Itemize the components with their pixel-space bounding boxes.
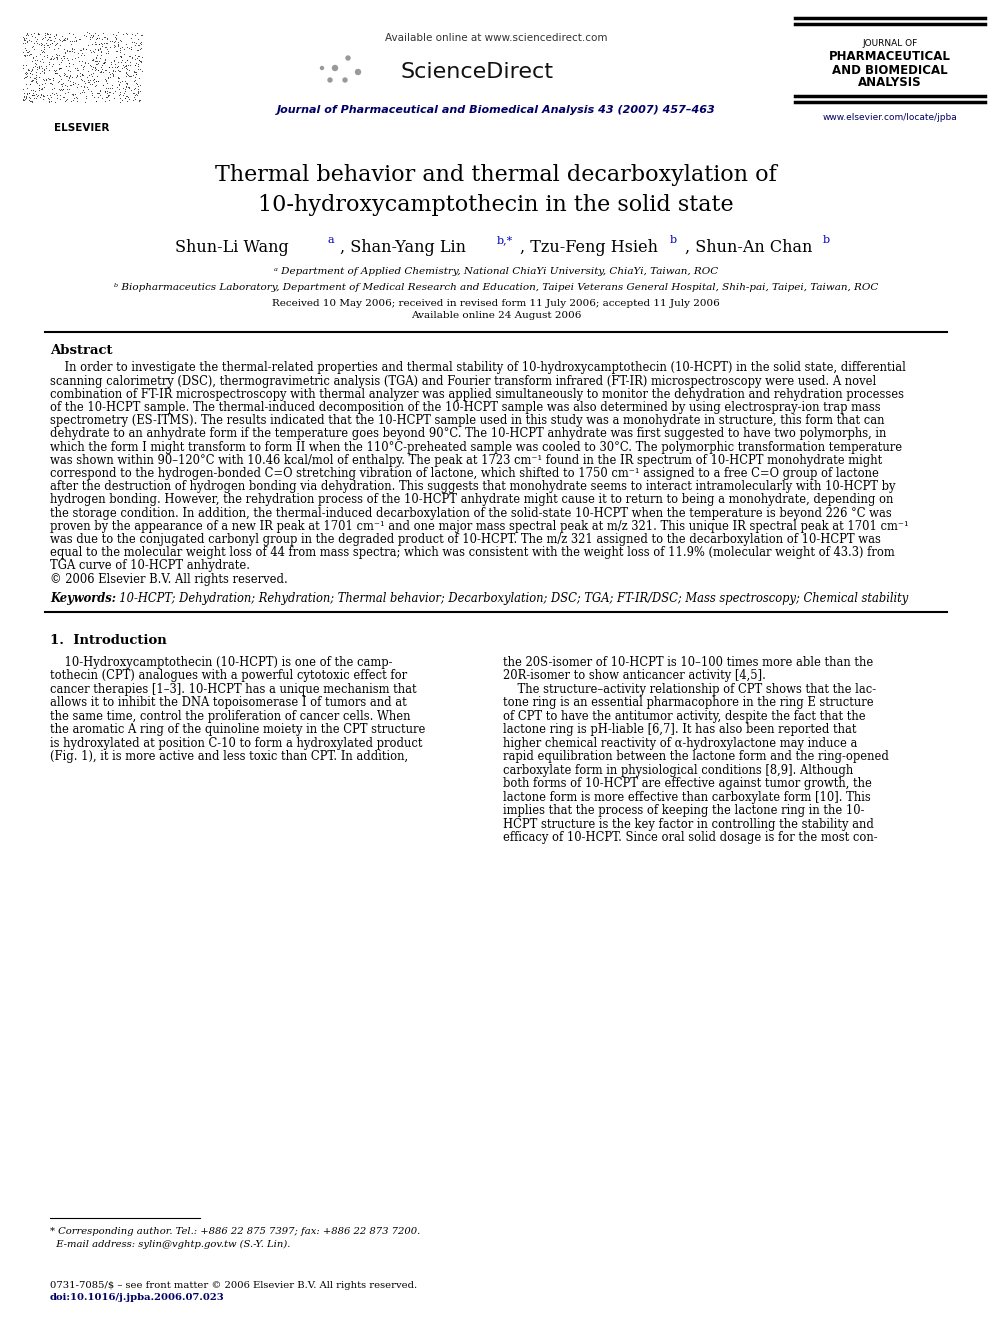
Text: 1.  Introduction: 1. Introduction	[50, 634, 167, 647]
Text: both forms of 10-HCPT are effective against tumor growth, the: both forms of 10-HCPT are effective agai…	[503, 778, 872, 790]
Text: PHARMACEUTICAL: PHARMACEUTICAL	[829, 50, 951, 64]
Text: * Corresponding author. Tel.: +886 22 875 7397; fax: +886 22 873 7200.: * Corresponding author. Tel.: +886 22 87…	[50, 1228, 421, 1237]
Text: In order to investigate the thermal-related properties and thermal stability of : In order to investigate the thermal-rela…	[50, 361, 906, 374]
Text: doi:10.1016/j.jpba.2006.07.023: doi:10.1016/j.jpba.2006.07.023	[50, 1293, 225, 1302]
Text: Shun-Li Wang: Shun-Li Wang	[175, 238, 289, 255]
Text: tothecin (CPT) analogues with a powerful cytotoxic effect for: tothecin (CPT) analogues with a powerful…	[50, 669, 407, 683]
Text: efficacy of 10-HCPT. Since oral solid dosage is for the most con-: efficacy of 10-HCPT. Since oral solid do…	[503, 831, 878, 844]
Text: is hydroxylated at position C-10 to form a hydroxylated product: is hydroxylated at position C-10 to form…	[50, 737, 423, 750]
Text: proven by the appearance of a new IR peak at 1701 cm⁻¹ and one major mass spectr: proven by the appearance of a new IR pea…	[50, 520, 909, 533]
Text: after the destruction of hydrogen bonding via dehydration. This suggests that mo: after the destruction of hydrogen bondin…	[50, 480, 896, 493]
Text: 20R-isomer to show anticancer activity [4,5].: 20R-isomer to show anticancer activity […	[503, 669, 766, 683]
Text: spectrometry (ES-ITMS). The results indicated that the 10-HCPT sample used in th: spectrometry (ES-ITMS). The results indi…	[50, 414, 885, 427]
Text: of CPT to have the antitumor activity, despite the fact that the: of CPT to have the antitumor activity, d…	[503, 710, 866, 722]
Text: ANALYSIS: ANALYSIS	[858, 77, 922, 90]
Text: was shown within 90–120°C with 10.46 kcal/mol of enthalpy. The peak at 1723 cm⁻¹: was shown within 90–120°C with 10.46 kca…	[50, 454, 882, 467]
Text: lactone ring is pH-liable [6,7]. It has also been reported that: lactone ring is pH-liable [6,7]. It has …	[503, 724, 856, 737]
Text: the same time, control the proliferation of cancer cells. When: the same time, control the proliferation…	[50, 710, 411, 722]
Text: 10-hydroxycamptothecin in the solid state: 10-hydroxycamptothecin in the solid stat…	[258, 194, 734, 216]
Circle shape	[343, 78, 347, 82]
Text: implies that the process of keeping the lactone ring in the 10-: implies that the process of keeping the …	[503, 804, 864, 818]
Text: Journal of Pharmaceutical and Biomedical Analysis 43 (2007) 457–463: Journal of Pharmaceutical and Biomedical…	[277, 105, 715, 115]
Text: of the 10-HCPT sample. The thermal-induced decomposition of the 10-HCPT sample w: of the 10-HCPT sample. The thermal-induc…	[50, 401, 881, 414]
Text: (Fig. 1), it is more active and less toxic than CPT. In addition,: (Fig. 1), it is more active and less tox…	[50, 750, 408, 763]
Text: b: b	[670, 235, 678, 245]
Circle shape	[320, 66, 323, 70]
Text: AND BIOMEDICAL: AND BIOMEDICAL	[832, 64, 947, 77]
Text: was due to the conjugated carbonyl group in the degraded product of 10-HCPT. The: was due to the conjugated carbonyl group…	[50, 533, 881, 546]
Text: 0731-7085/$ – see front matter © 2006 Elsevier B.V. All rights reserved.: 0731-7085/$ – see front matter © 2006 El…	[50, 1281, 417, 1290]
Text: allows it to inhibit the DNA topoisomerase I of tumors and at: allows it to inhibit the DNA topoisomera…	[50, 696, 407, 709]
Text: the 20S-isomer of 10-HCPT is 10–100 times more able than the: the 20S-isomer of 10-HCPT is 10–100 time…	[503, 656, 873, 669]
Text: higher chemical reactivity of α-hydroxylactone may induce a: higher chemical reactivity of α-hydroxyl…	[503, 737, 857, 750]
Text: Available online 24 August 2006: Available online 24 August 2006	[411, 311, 581, 320]
Text: ᵃ Department of Applied Chemistry, National ChiaYi University, ChiaYi, Taiwan, R: ᵃ Department of Applied Chemistry, Natio…	[274, 267, 718, 277]
Text: E-mail address: sylin@vghtp.gov.tw (S.-Y. Lin).: E-mail address: sylin@vghtp.gov.tw (S.-Y…	[50, 1240, 291, 1249]
Text: tone ring is an essential pharmacophore in the ring E structure: tone ring is an essential pharmacophore …	[503, 696, 874, 709]
Circle shape	[328, 78, 332, 82]
Text: 10-Hydroxycamptothecin (10-HCPT) is one of the camp-: 10-Hydroxycamptothecin (10-HCPT) is one …	[50, 656, 393, 669]
Text: , Tzu-Feng Hsieh: , Tzu-Feng Hsieh	[520, 238, 658, 255]
Text: JOURNAL OF: JOURNAL OF	[862, 38, 918, 48]
Text: scanning calorimetry (DSC), thermogravimetric analysis (TGA) and Fourier transfo: scanning calorimetry (DSC), thermogravim…	[50, 374, 876, 388]
Circle shape	[332, 66, 337, 70]
Text: cancer therapies [1–3]. 10-HCPT has a unique mechanism that: cancer therapies [1–3]. 10-HCPT has a un…	[50, 683, 417, 696]
Text: dehydrate to an anhydrate form if the temperature goes beyond 90°C. The 10-HCPT : dehydrate to an anhydrate form if the te…	[50, 427, 887, 441]
Text: equal to the molecular weight loss of 44 from mass spectra; which was consistent: equal to the molecular weight loss of 44…	[50, 546, 895, 560]
Text: © 2006 Elsevier B.V. All rights reserved.: © 2006 Elsevier B.V. All rights reserved…	[50, 573, 288, 586]
Text: b,*: b,*	[497, 235, 513, 245]
Text: The structure–activity relationship of CPT shows that the lac-: The structure–activity relationship of C…	[503, 683, 876, 696]
Text: the aromatic A ring of the quinoline moiety in the CPT structure: the aromatic A ring of the quinoline moi…	[50, 724, 426, 737]
Text: rapid equilibration between the lactone form and the ring-opened: rapid equilibration between the lactone …	[503, 750, 889, 763]
Text: ELSEVIER: ELSEVIER	[55, 123, 110, 134]
Text: TGA curve of 10-HCPT anhydrate.: TGA curve of 10-HCPT anhydrate.	[50, 560, 250, 573]
Text: lactone form is more effective than carboxylate form [10]. This: lactone form is more effective than carb…	[503, 791, 871, 804]
Text: ᵇ Biopharmaceutics Laboratory, Department of Medical Research and Education, Tai: ᵇ Biopharmaceutics Laboratory, Departmen…	[114, 283, 878, 291]
Text: ScienceDirect: ScienceDirect	[400, 62, 553, 82]
Text: 10-HCPT; Dehydration; Rehydration; Thermal behavior; Decarboxylation; DSC; TGA; : 10-HCPT; Dehydration; Rehydration; Therm…	[112, 591, 909, 605]
Text: , Shan-Yang Lin: , Shan-Yang Lin	[340, 238, 466, 255]
Text: a: a	[328, 235, 334, 245]
Text: Abstract: Abstract	[50, 344, 112, 356]
Text: , Shun-An Chan: , Shun-An Chan	[685, 238, 812, 255]
Text: Received 10 May 2006; received in revised form 11 July 2006; accepted 11 July 20: Received 10 May 2006; received in revise…	[272, 299, 720, 307]
Text: combination of FT-IR microspectroscopy with thermal analyzer was applied simulta: combination of FT-IR microspectroscopy w…	[50, 388, 904, 401]
Text: HCPT structure is the key factor in controlling the stability and: HCPT structure is the key factor in cont…	[503, 818, 874, 831]
Text: carboxylate form in physiological conditions [8,9]. Although: carboxylate form in physiological condit…	[503, 763, 853, 777]
Text: www.elsevier.com/locate/jpba: www.elsevier.com/locate/jpba	[822, 114, 957, 123]
Circle shape	[346, 56, 350, 60]
Text: correspond to the hydrogen-bonded C=O stretching vibration of lactone, which shi: correspond to the hydrogen-bonded C=O st…	[50, 467, 879, 480]
Text: Thermal behavior and thermal decarboxylation of: Thermal behavior and thermal decarboxyla…	[215, 164, 777, 187]
Text: Keywords:: Keywords:	[50, 591, 116, 605]
Text: b: b	[823, 235, 830, 245]
Text: Available online at www.sciencedirect.com: Available online at www.sciencedirect.co…	[385, 33, 607, 44]
Text: which the form I might transform to form II when the 110°C-preheated sample was : which the form I might transform to form…	[50, 441, 902, 454]
Circle shape	[355, 70, 360, 74]
Text: the storage condition. In addition, the thermal-induced decarboxylation of the s: the storage condition. In addition, the …	[50, 507, 892, 520]
Text: hydrogen bonding. However, the rehydration process of the 10-HCPT anhydrate migh: hydrogen bonding. However, the rehydrati…	[50, 493, 894, 507]
